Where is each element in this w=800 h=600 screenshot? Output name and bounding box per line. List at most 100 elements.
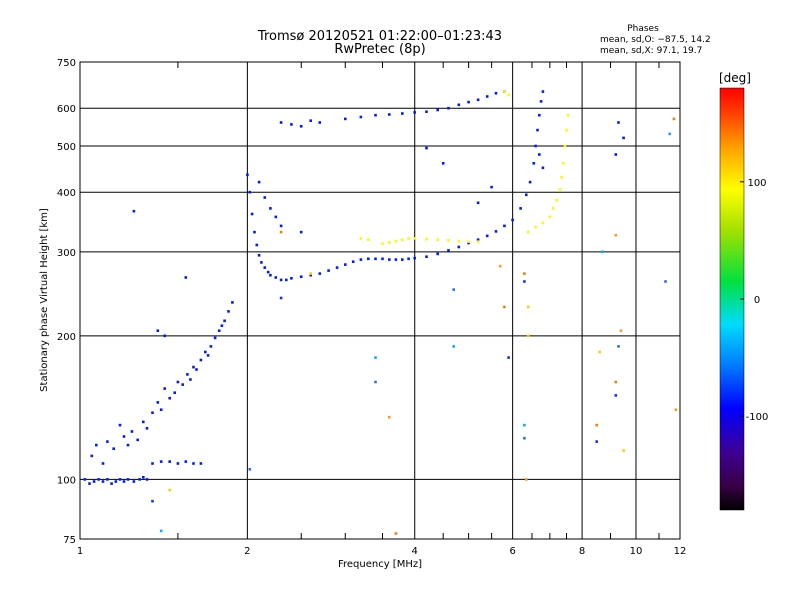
data-point-scattered — [668, 132, 671, 136]
data-point-o — [413, 111, 416, 114]
data-point-scattered — [503, 305, 506, 309]
data-point-o — [299, 125, 303, 128]
data-point-x — [359, 237, 363, 240]
data-point-o — [195, 368, 198, 371]
data-point-o — [159, 460, 163, 463]
data-point-o — [90, 454, 94, 458]
data-point-x — [413, 237, 416, 240]
data-point-o — [142, 476, 145, 479]
data-point-o — [231, 301, 234, 304]
x-tick-label: 12 — [674, 546, 687, 557]
data-point-o — [136, 438, 139, 442]
data-point-o — [359, 258, 363, 261]
phases-line-o: mean, sd,O: −87.5, 14.2 — [600, 35, 711, 45]
data-point-o — [101, 480, 105, 483]
data-point-o — [401, 258, 404, 261]
data-point-o — [274, 215, 278, 219]
y-tick-label: 600 — [57, 104, 76, 115]
data-point-o — [163, 334, 166, 338]
chart-title: Tromsø 20120521 01:22:00–01:23:43 — [257, 29, 502, 44]
y-tick-label: 100 — [57, 475, 76, 486]
data-point-o — [95, 443, 98, 447]
data-point-o — [168, 460, 171, 463]
colorbar-label: [deg] — [719, 71, 751, 85]
data-point-x — [476, 240, 480, 243]
data-point-scattered — [507, 356, 510, 359]
data-point-scattered — [452, 345, 455, 348]
data-point-o — [122, 480, 126, 483]
data-point-o — [413, 256, 416, 260]
data-point-o — [176, 380, 180, 384]
data-point-o — [257, 254, 261, 257]
colorbar-ticks: 100 0 -100 — [740, 178, 768, 423]
data-point-x — [381, 242, 384, 245]
data-point-x — [407, 237, 410, 240]
data-point-o — [425, 255, 428, 258]
data-point-o — [255, 243, 259, 247]
data-point-o — [126, 478, 130, 481]
data-point-o — [490, 185, 493, 189]
data-point-o — [318, 121, 322, 124]
data-point-o — [132, 209, 136, 213]
data-point-o — [209, 345, 213, 348]
data-point-o — [106, 478, 109, 481]
data-point-o — [476, 238, 480, 241]
data-point-o — [359, 115, 363, 119]
data-point-o — [285, 278, 288, 282]
data-point-scattered — [159, 529, 163, 533]
data-point-o — [503, 224, 506, 228]
data-point-o — [263, 266, 267, 269]
data-point-o — [290, 123, 293, 126]
data-point-o — [534, 144, 537, 148]
data-point-scattered — [279, 230, 283, 234]
data-point-o — [447, 249, 450, 252]
data-point-o — [223, 319, 226, 323]
y-tick-label: 500 — [57, 142, 76, 153]
data-point-x — [457, 239, 461, 243]
data-point-o — [246, 173, 249, 177]
data-point-scattered — [672, 117, 676, 121]
data-point-o — [204, 350, 207, 354]
data-point-scattered — [168, 488, 171, 492]
data-point-o — [279, 121, 283, 124]
data-point-o — [539, 100, 543, 103]
data-point-o — [112, 447, 115, 450]
x-tick-label: 1 — [77, 546, 83, 557]
data-point-o — [538, 153, 541, 156]
data-point-o — [309, 119, 312, 122]
data-point-o — [511, 218, 514, 222]
data-point-o — [122, 435, 126, 438]
data-point-x — [394, 239, 398, 243]
data-point-o — [260, 261, 263, 264]
data-point-o — [525, 193, 528, 197]
data-point-o — [457, 245, 461, 249]
data-point-o — [106, 440, 109, 443]
data-point-o — [279, 224, 283, 228]
data-point-o — [318, 272, 322, 275]
data-point-o — [138, 478, 141, 481]
data-point-scattered — [523, 280, 526, 283]
data-point-o — [257, 180, 261, 184]
data-point-o — [528, 180, 532, 184]
data-point-scattered — [452, 288, 455, 291]
data-point-scattered — [523, 436, 526, 440]
data-point-o — [457, 103, 461, 107]
data-point-o — [541, 166, 545, 170]
data-point-scattered — [523, 423, 526, 427]
data-point-o — [494, 91, 498, 95]
data-point-x — [526, 230, 530, 234]
y-tick-label: 300 — [57, 248, 76, 259]
data-point-x — [552, 207, 555, 210]
y-tick-label: 400 — [57, 188, 76, 199]
data-point-x — [558, 188, 562, 191]
data-point-o — [184, 460, 188, 463]
data-point-scattered — [614, 380, 618, 384]
data-point-scattered — [617, 345, 620, 348]
data-point-o — [156, 329, 160, 332]
data-point-o — [614, 153, 618, 156]
y-tick-label: 750 — [57, 58, 76, 69]
data-point-x — [548, 215, 552, 219]
data-point-o — [401, 112, 404, 115]
data-point-scattered — [388, 415, 391, 419]
